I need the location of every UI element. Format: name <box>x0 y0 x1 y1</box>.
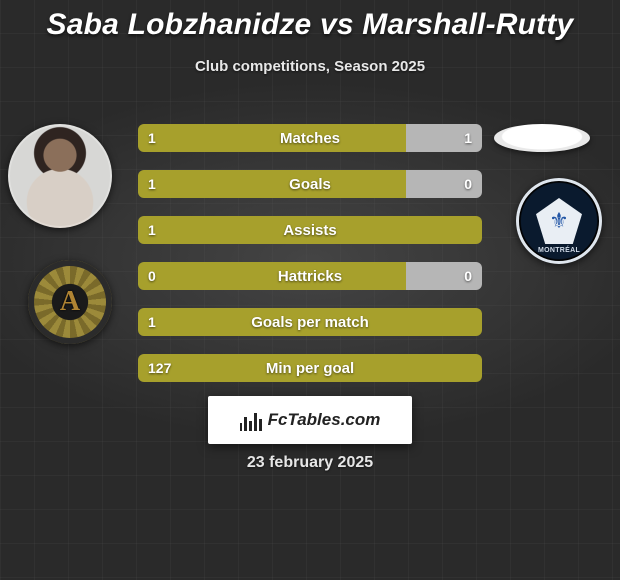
stat-bar-left <box>138 170 406 198</box>
stat-bar-left <box>138 216 482 244</box>
club-left-letter: A <box>60 286 80 318</box>
stat-row: Matches11 <box>138 124 482 152</box>
branding-text: FcTables.com <box>268 410 381 430</box>
branding-badge: FcTables.com <box>208 396 412 444</box>
stat-row: Goals per match1 <box>138 308 482 336</box>
subtitle: Club competitions, Season 2025 <box>0 58 620 75</box>
stat-bar-left <box>138 124 406 152</box>
club-left-badge: A <box>28 260 112 344</box>
club-right-shield: ⚜ <box>536 198 582 244</box>
player-right-avatar <box>494 124 590 152</box>
stat-row: Hattricks00 <box>138 262 482 290</box>
stat-bar-left <box>138 354 482 382</box>
stat-bar-right <box>406 262 482 290</box>
fleur-de-lis-icon: ⚜ <box>549 210 569 232</box>
stat-row: Assists1 <box>138 216 482 244</box>
page-title: Saba Lobzhanidze vs Marshall-Rutty <box>0 0 620 42</box>
stat-bar-right <box>406 124 482 152</box>
club-right-badge: ⚜ MONTRÉAL <box>516 178 602 264</box>
date-text: 23 february 2025 <box>0 454 620 472</box>
player-left-avatar <box>8 124 112 228</box>
stat-row: Min per goal127 <box>138 354 482 382</box>
stat-row: Goals10 <box>138 170 482 198</box>
club-right-text: MONTRÉAL <box>538 247 580 254</box>
stat-bar-right <box>406 170 482 198</box>
stats-bars-container: Matches11 Goals10 Assists1 Hattricks00 Goals… <box>138 124 482 400</box>
stat-bar-left <box>138 262 406 290</box>
fctables-logo-icon <box>240 409 262 431</box>
stat-bar-left <box>138 308 482 336</box>
